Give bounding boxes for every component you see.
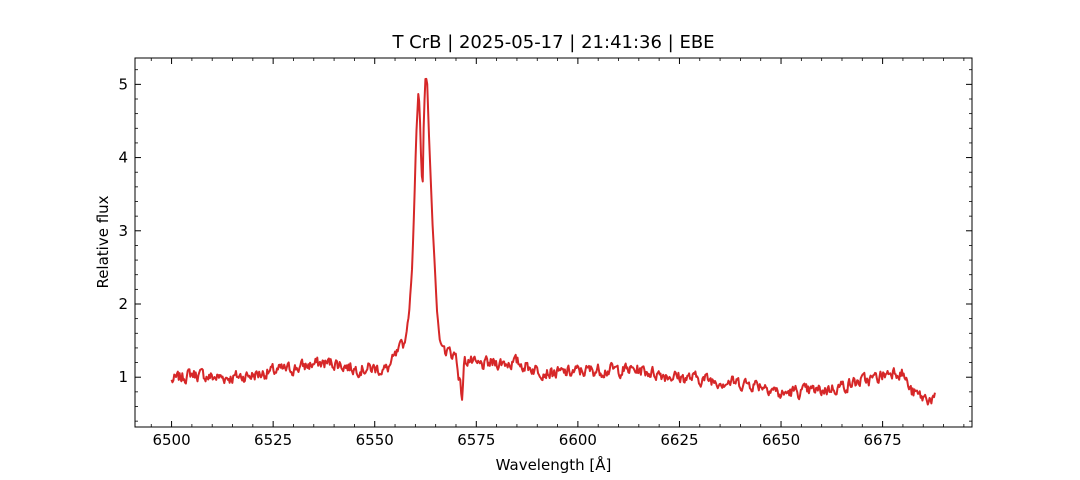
x-tick-label: 6550: [356, 431, 394, 449]
y-tick-label: 5: [118, 75, 128, 93]
x-tick-label: 6575: [457, 431, 495, 449]
y-tick-label: 4: [118, 149, 128, 167]
x-tick-label: 6675: [864, 431, 902, 449]
x-tick-label: 6625: [660, 431, 698, 449]
x-tick-label: 6525: [254, 431, 292, 449]
y-tick-label: 3: [118, 222, 128, 240]
x-tick-label: 6650: [762, 431, 800, 449]
axes: 6500 6525 6550 6575 6600 6625 6650 6675 1 2 3 4 5: [118, 57, 973, 449]
y-tick-label: 1: [118, 368, 128, 386]
plot-area: [170, 77, 936, 406]
chart-title: T CrB | 2025-05-17 | 21:41:36 | EBE: [391, 32, 714, 53]
y-tick-label: 2: [118, 295, 128, 313]
x-tick-label: 6600: [559, 431, 597, 449]
plot-frame: [134, 57, 973, 428]
x-axis-label: Wavelength [Å]: [496, 455, 612, 474]
y-axis-label: Relative flux: [94, 195, 112, 288]
spectrum-line-0: [170, 77, 936, 406]
x-tick-label: 6500: [152, 431, 190, 449]
